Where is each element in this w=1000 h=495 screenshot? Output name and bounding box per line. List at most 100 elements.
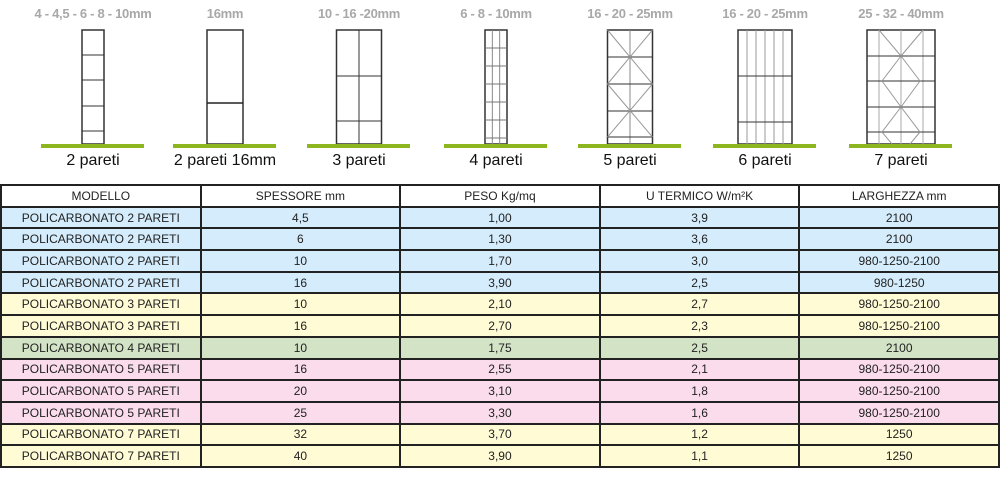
profile-sizes: 16mm bbox=[206, 6, 244, 21]
table-cell: 6 bbox=[199, 227, 402, 252]
profile-line bbox=[909, 131, 921, 145]
table-cell: 1250 bbox=[798, 444, 1000, 468]
profile-sizes: 16 - 20 - 25mm bbox=[722, 6, 808, 21]
profile-line bbox=[607, 29, 653, 85]
profile-sizes: 25 - 32 - 40mm bbox=[858, 6, 944, 21]
table-cell: 1,6 bbox=[598, 400, 801, 425]
table-cell: 10 bbox=[199, 292, 402, 317]
table-cell: 1250 bbox=[798, 422, 1000, 447]
table-cell: 980-1250 bbox=[798, 270, 1000, 295]
profile-line bbox=[878, 29, 902, 57]
table-row: POLICARBONATO 5 PARETI 16 2,55 2,1 980-1250-… bbox=[0, 357, 1000, 382]
table-row: POLICARBONATO 5 PARETI 25 3,30 1,6 980-1250-… bbox=[0, 400, 1000, 425]
profile-sizes: 4 - 4,5 - 6 - 8 - 10mm bbox=[34, 6, 152, 21]
table-cell: 1,2 bbox=[598, 422, 801, 447]
table-row: POLICARBONATO 2 PARETI 10 1,70 3,0 980-1250-… bbox=[0, 249, 1000, 273]
table-header-row: MODELLO SPESSORE mm PESO Kg/mq U TERMICO W/… bbox=[0, 184, 1000, 208]
column-header: MODELLO bbox=[0, 184, 202, 208]
table-cell: 1,75 bbox=[399, 335, 601, 360]
table-cell: 1,1 bbox=[598, 444, 801, 468]
profile-outline bbox=[484, 29, 508, 145]
profile-line bbox=[900, 29, 924, 57]
table-cell: 40 bbox=[199, 444, 402, 468]
profile-name: 2 pareti 16mm bbox=[173, 152, 277, 169]
ground-bar bbox=[173, 144, 276, 148]
table-cell: 980-1250-2100 bbox=[798, 400, 1000, 425]
profile-name: 5 pareti bbox=[603, 152, 657, 169]
profile-name: 4 pareti bbox=[469, 152, 523, 169]
table-cell: POLICARBONATO 5 PARETI bbox=[0, 357, 202, 382]
table-cell: POLICARBONATO 7 PARETI bbox=[0, 444, 202, 468]
table-cell: 4,5 bbox=[199, 205, 402, 230]
profile-line bbox=[881, 55, 902, 82]
column-header: PESO Kg/mq bbox=[399, 184, 601, 208]
table-row: POLICARBONATO 5 PARETI 20 3,10 1,8 980-1250-… bbox=[0, 379, 1000, 403]
table-cell: 2100 bbox=[798, 205, 1000, 230]
table-cell: POLICARBONATO 3 PARETI bbox=[0, 314, 202, 338]
ground-bar bbox=[713, 144, 816, 148]
table-cell: 3,90 bbox=[399, 270, 601, 295]
profile-name: 7 pareti bbox=[874, 152, 928, 169]
table-cell: 3,70 bbox=[399, 422, 601, 447]
table-cell: 980-1250-2100 bbox=[798, 292, 1000, 317]
table-row: POLICARBONATO 2 PARETI 4,5 1,00 3,9 2100 bbox=[0, 205, 1000, 230]
profile-sections-drawing bbox=[41, 29, 952, 148]
table-row: POLICARBONATO 2 PARETI 6 1,30 3,6 2100 bbox=[0, 227, 1000, 252]
profile-sizes: 6 - 8 - 10mm bbox=[460, 6, 532, 21]
table-cell: 2,55 bbox=[399, 357, 601, 382]
profile-sizes: 16 - 20 - 25mm bbox=[587, 6, 673, 21]
table-cell: 2,10 bbox=[399, 292, 601, 317]
profile-line bbox=[900, 106, 921, 133]
table-cell: 3,10 bbox=[399, 379, 601, 403]
table-cell: 16 bbox=[199, 270, 402, 295]
profile-name: 2 pareti bbox=[66, 152, 120, 169]
table-row: POLICARBONATO 7 PARETI 32 3,70 1,2 1250 bbox=[0, 422, 1000, 447]
table-row: POLICARBONATO 3 PARETI 10 2,10 2,7 980-1250-… bbox=[0, 292, 1000, 317]
profile-sizes: 10 - 16 -20mm bbox=[317, 6, 401, 21]
table-cell: 2,7 bbox=[598, 292, 801, 317]
table-cell: POLICARBONATO 3 PARETI bbox=[0, 292, 202, 317]
table-cell: POLICARBONATO 2 PARETI bbox=[0, 270, 202, 295]
table-cell: 3,9 bbox=[598, 205, 801, 230]
table-row: POLICARBONATO 3 PARETI 16 2,70 2,3 980-1250-… bbox=[0, 314, 1000, 338]
table-cell: POLICARBONATO 5 PARETI bbox=[0, 379, 202, 403]
table-cell: 3,90 bbox=[399, 444, 601, 468]
table-cell: 20 bbox=[199, 379, 402, 403]
profile-line bbox=[881, 131, 893, 145]
table-row: POLICARBONATO 4 PARETI 10 1,75 2,5 2100 bbox=[0, 335, 1000, 360]
table-cell: POLICARBONATO 5 PARETI bbox=[0, 400, 202, 425]
profile-name: 3 pareti bbox=[332, 152, 386, 169]
ground-bar bbox=[307, 144, 410, 148]
table-cell: 1,8 bbox=[598, 379, 801, 403]
column-header: SPESSORE mm bbox=[199, 184, 402, 208]
profile-line bbox=[900, 80, 921, 108]
table-cell: 2100 bbox=[798, 335, 1000, 360]
table-cell: 2,3 bbox=[598, 314, 801, 338]
table-cell: POLICARBONATO 4 PARETI bbox=[0, 335, 202, 360]
ground-bar bbox=[849, 144, 952, 148]
table-cell: 2,70 bbox=[399, 314, 601, 338]
ground-bar bbox=[444, 144, 547, 148]
column-header: LARGHEZZA mm bbox=[798, 184, 1000, 208]
table-cell: 3,6 bbox=[598, 227, 801, 252]
specs-table: MODELLO SPESSORE mm PESO Kg/mq U TERMICO W/… bbox=[0, 184, 1000, 468]
table-cell: 16 bbox=[199, 314, 402, 338]
table-cell: POLICARBONATO 2 PARETI bbox=[0, 227, 202, 252]
profile-line bbox=[881, 80, 902, 108]
table-cell: 25 bbox=[199, 400, 402, 425]
table-cell: 2,1 bbox=[598, 357, 801, 382]
table-cell: 10 bbox=[199, 335, 402, 360]
profile-line bbox=[900, 55, 921, 82]
profile-line bbox=[607, 83, 653, 138]
table-cell: 1,00 bbox=[399, 205, 601, 230]
table-row: POLICARBONATO 7 PARETI 40 3,90 1,1 1250 bbox=[0, 444, 1000, 468]
table-cell: 980-1250-2100 bbox=[798, 249, 1000, 273]
profile-outline bbox=[81, 29, 105, 145]
table-cell: 980-1250-2100 bbox=[798, 314, 1000, 338]
table-cell: POLICARBONATO 2 PARETI bbox=[0, 249, 202, 273]
table-cell: 3,0 bbox=[598, 249, 801, 273]
table-cell: 2100 bbox=[798, 227, 1000, 252]
ground-bar bbox=[41, 144, 144, 148]
table-cell: 1,30 bbox=[399, 227, 601, 252]
table-cell: POLICARBONATO 2 PARETI bbox=[0, 205, 202, 230]
